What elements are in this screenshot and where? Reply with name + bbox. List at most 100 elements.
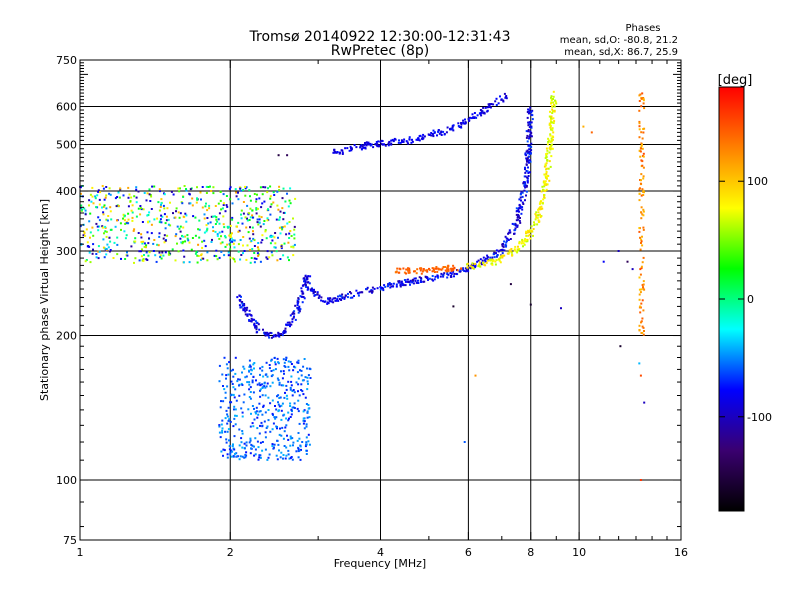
data-point	[335, 299, 338, 302]
data-point	[231, 216, 234, 219]
data-point	[488, 106, 490, 108]
data-point	[89, 212, 92, 215]
data-point	[297, 448, 300, 451]
data-point	[225, 363, 228, 366]
data-point	[196, 197, 198, 200]
data-point	[257, 413, 260, 416]
data-point	[272, 201, 275, 204]
data-point	[221, 207, 224, 210]
data-point	[400, 139, 403, 142]
data-point	[528, 161, 530, 164]
data-point	[344, 294, 347, 297]
data-point	[84, 213, 87, 216]
data-point	[284, 211, 286, 214]
data-point	[270, 251, 273, 254]
data-point	[550, 128, 552, 131]
data-point	[388, 282, 391, 284]
data-point	[277, 379, 280, 382]
data-point	[307, 382, 309, 385]
data-point	[208, 204, 211, 207]
data-point	[212, 186, 215, 189]
data-point	[221, 431, 224, 434]
data-point	[467, 118, 470, 120]
data-point	[220, 250, 223, 253]
data-point	[339, 295, 342, 298]
data-point	[307, 275, 310, 278]
data-point	[118, 196, 121, 199]
data-point	[535, 216, 538, 219]
data-point	[360, 291, 363, 294]
data-point	[89, 231, 92, 234]
data-point	[278, 335, 281, 338]
data-point	[276, 427, 278, 430]
data-point	[226, 413, 229, 416]
data-point	[641, 235, 643, 238]
data-point	[279, 333, 282, 336]
data-point	[274, 232, 277, 234]
data-point	[449, 267, 452, 270]
data-point	[550, 137, 553, 140]
data-point	[216, 258, 219, 261]
data-point	[268, 336, 271, 339]
data-point	[528, 150, 531, 153]
data-point	[159, 254, 162, 257]
data-point	[142, 258, 145, 260]
data-point	[97, 245, 100, 248]
data-point	[482, 256, 485, 259]
data-point	[437, 129, 440, 132]
data-point	[341, 149, 344, 152]
data-point	[138, 259, 141, 262]
data-point	[243, 309, 246, 311]
data-point	[534, 218, 537, 221]
data-point	[545, 162, 548, 165]
data-point	[249, 207, 252, 210]
data-point	[84, 209, 87, 212]
data-point	[199, 191, 202, 194]
data-point	[102, 206, 105, 208]
data-point	[266, 217, 269, 220]
data-point	[348, 149, 351, 152]
data-point	[248, 381, 251, 384]
data-point	[641, 160, 644, 163]
data-point	[209, 221, 212, 224]
data-point	[210, 190, 213, 192]
data-point	[536, 216, 539, 219]
data-point	[303, 277, 306, 280]
data-point	[341, 293, 344, 296]
data-point	[455, 272, 458, 275]
data-point	[457, 122, 460, 125]
data-point	[250, 320, 252, 323]
data-point	[288, 221, 291, 223]
data-point	[518, 204, 521, 207]
data-point	[489, 106, 492, 109]
data-point	[514, 223, 517, 226]
data-point	[140, 255, 143, 258]
data-point	[312, 292, 315, 295]
data-point	[503, 254, 506, 257]
data-point	[244, 376, 247, 379]
data-point	[433, 270, 436, 272]
data-point	[359, 145, 362, 147]
data-point	[414, 270, 417, 273]
data-point	[291, 390, 294, 392]
data-point	[266, 250, 269, 253]
data-point	[395, 270, 398, 273]
data-point	[116, 196, 119, 198]
data-point	[282, 454, 285, 456]
data-point	[106, 219, 109, 222]
data-point	[95, 253, 98, 255]
data-point	[526, 134, 529, 137]
data-point	[377, 140, 380, 143]
x-tick-label: 1	[77, 546, 84, 559]
data-point	[642, 189, 645, 192]
data-point	[281, 334, 284, 337]
data-point	[297, 410, 300, 413]
data-point	[406, 278, 409, 281]
data-point	[501, 256, 504, 259]
data-point	[383, 284, 386, 287]
data-point	[499, 95, 501, 98]
data-point	[405, 268, 408, 271]
data-point	[539, 216, 542, 219]
data-point	[518, 240, 521, 243]
data-point	[290, 245, 293, 248]
